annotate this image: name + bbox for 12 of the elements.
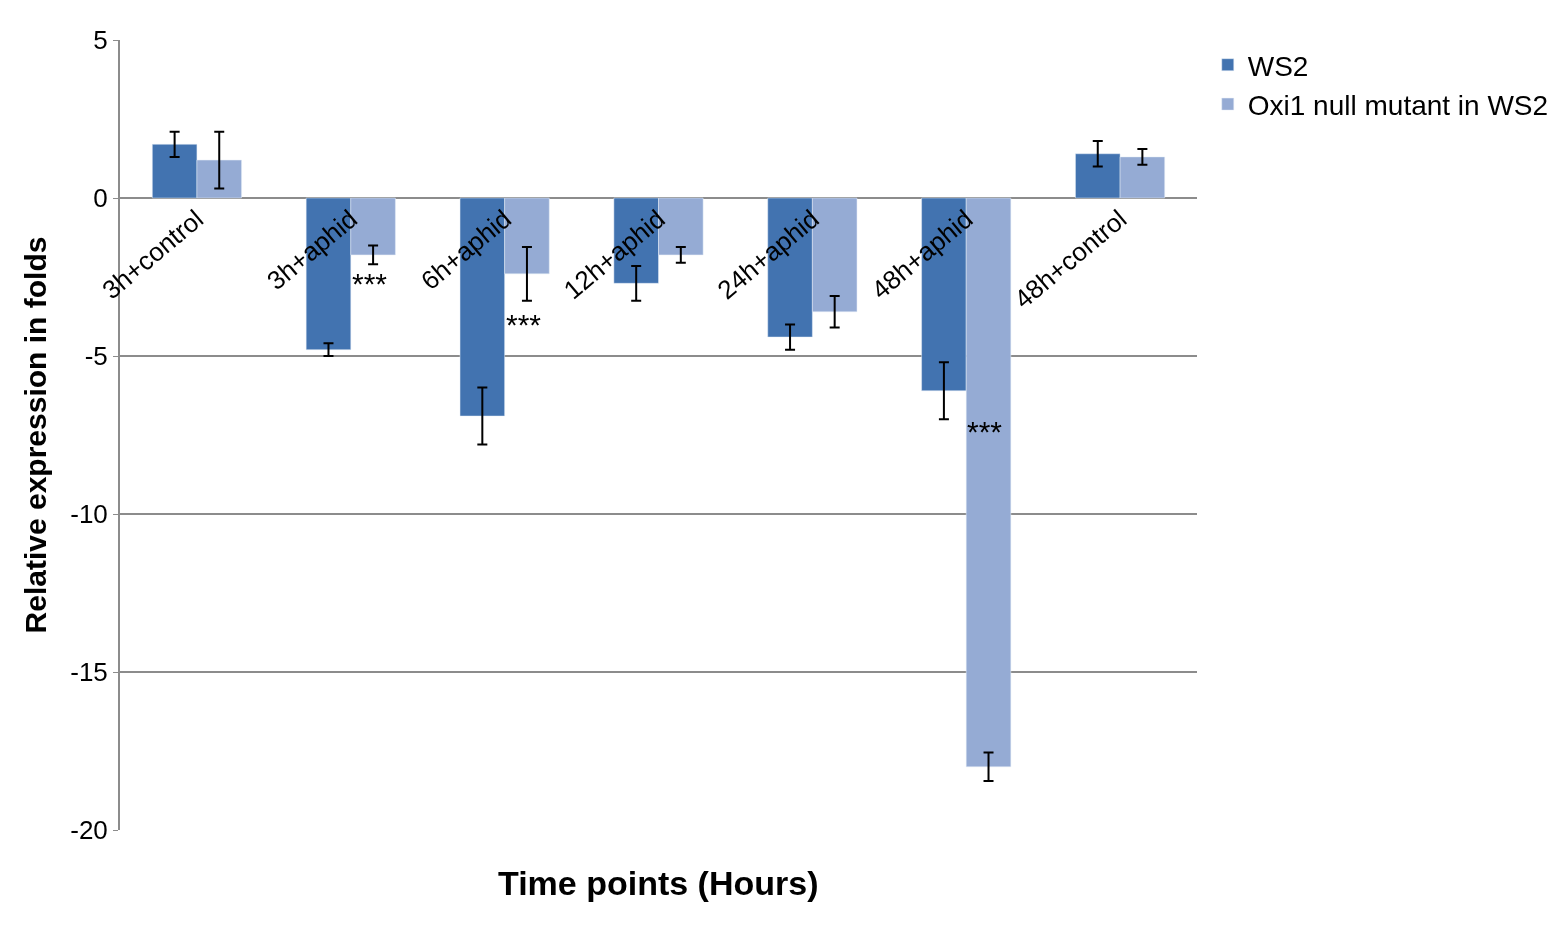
annotation: *** xyxy=(967,415,1003,448)
y-tick-label: 0 xyxy=(93,183,108,214)
y-axis-title: Relative expression in folds xyxy=(18,236,52,634)
y-tick-label: -20 xyxy=(70,815,108,846)
y-tick-label: -10 xyxy=(70,499,108,530)
y-tick-label: -15 xyxy=(70,657,108,688)
y-tick-label: 5 xyxy=(93,25,108,56)
y-tick-label: -5 xyxy=(84,341,108,372)
x-axis-title: Time points (Hours) xyxy=(498,864,819,902)
legend-label: Oxi1 null mutant in WS2 xyxy=(1247,90,1549,122)
legend-label: WS2 xyxy=(1247,50,1309,82)
annotation: *** xyxy=(506,308,542,341)
